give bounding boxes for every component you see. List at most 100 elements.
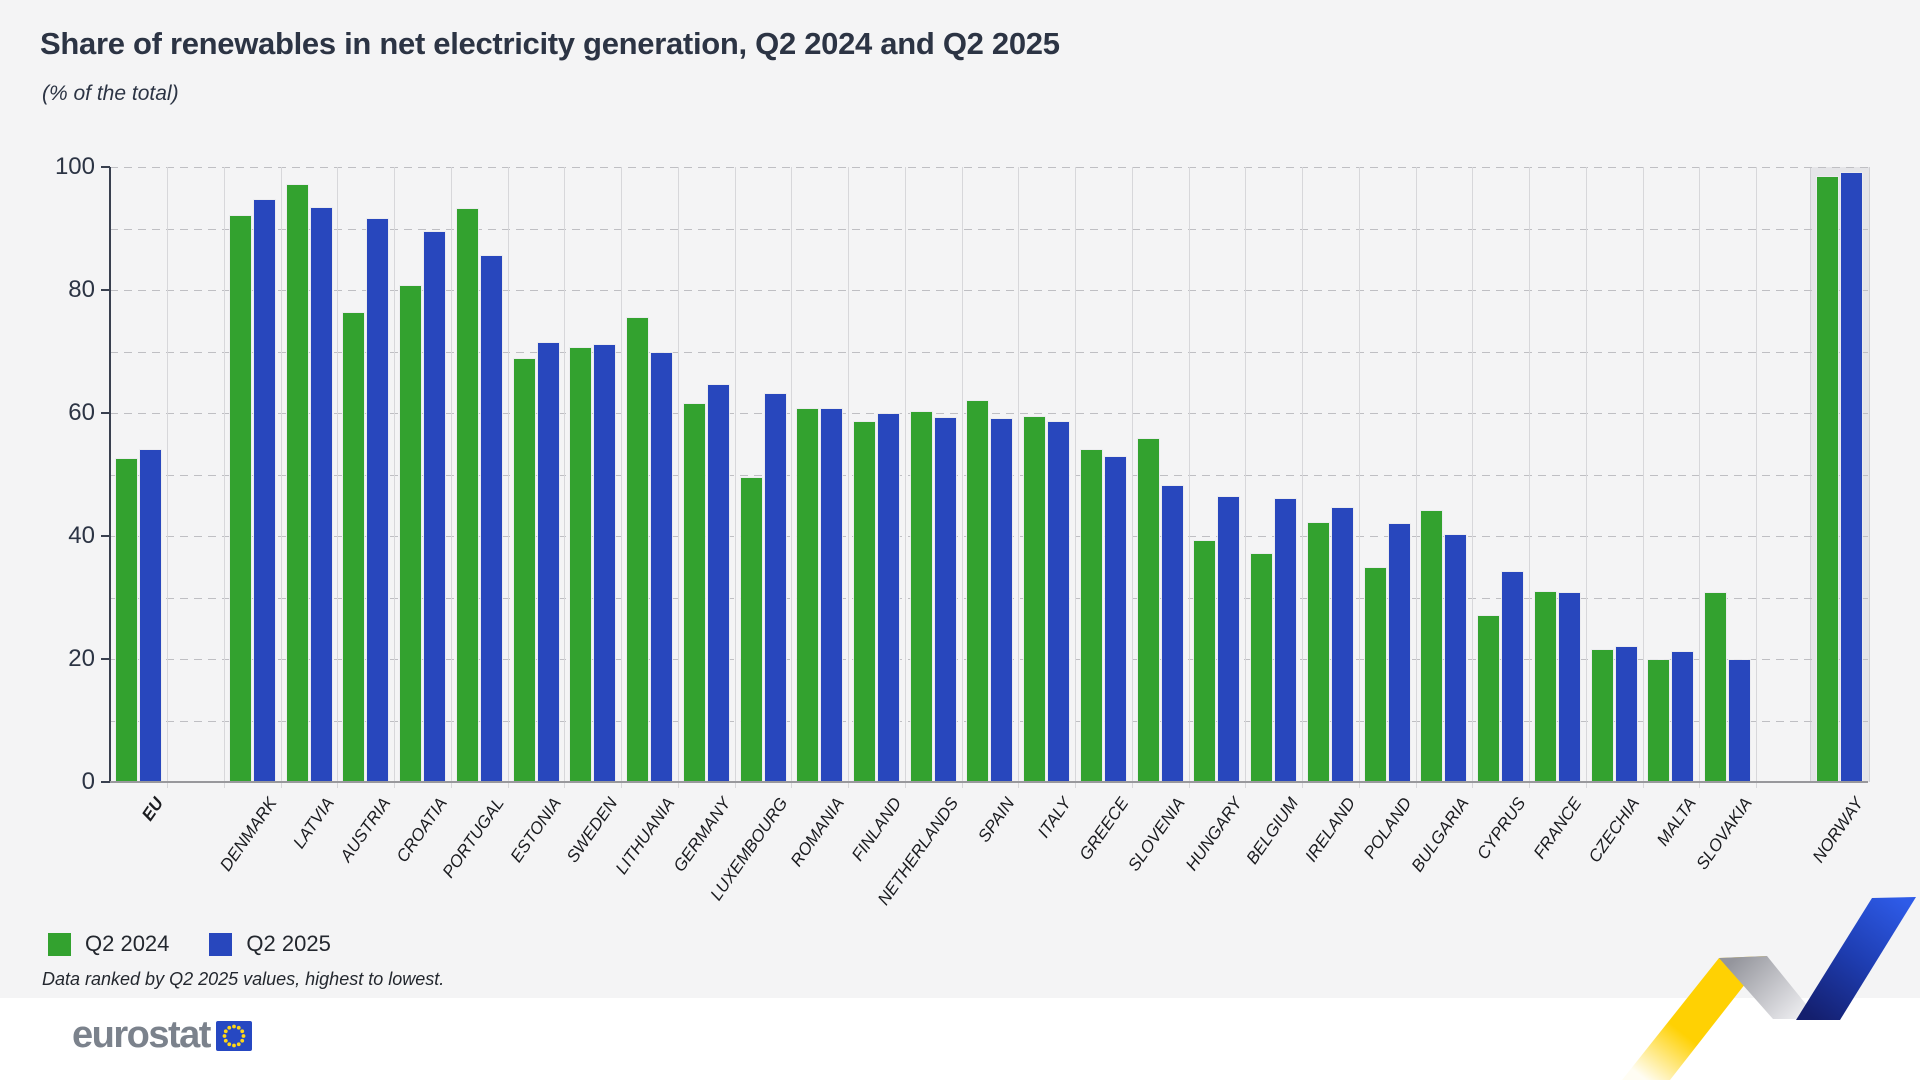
- x-label-bulgaria: BULGARIA: [1407, 794, 1473, 876]
- chart-legend: Q2 2024 Q2 2025: [48, 931, 357, 957]
- bar-q2-2025-croatia: [424, 232, 446, 782]
- bar-q2-2025-malta: [1672, 652, 1694, 782]
- separator-line: [1302, 167, 1304, 788]
- y-axis-tick-mark: [101, 166, 110, 168]
- bar-q2-2025-germany: [707, 384, 729, 782]
- separator-line: [1245, 167, 1247, 788]
- separator-line: [167, 167, 168, 788]
- gridline: [110, 351, 1868, 353]
- x-label-cyprus: CYPRUS: [1473, 794, 1530, 863]
- bar-q2-2024-belgium: [1251, 553, 1273, 782]
- bar-q2-2025-france: [1558, 592, 1580, 782]
- bar-q2-2025-portugal: [480, 256, 502, 782]
- bar-q2-2024-norway: [1816, 176, 1838, 782]
- page-subtitle: (% of the total): [42, 82, 179, 105]
- bar-q2-2024-malta: [1648, 660, 1670, 782]
- separator-line: [224, 167, 225, 788]
- bar-q2-2024-spain: [967, 400, 989, 782]
- eu-flag-star: [223, 1038, 228, 1043]
- bar-q2-2025-denmark: [253, 199, 275, 782]
- bar-q2-2024-france: [1534, 591, 1556, 782]
- bar-q2-2025-netherlands: [934, 417, 956, 782]
- gridline: [110, 167, 1868, 168]
- bar-q2-2025-cyprus: [1502, 572, 1524, 782]
- x-label-norway: NORWAY: [1809, 794, 1868, 867]
- y-axis-tick-mark: [101, 289, 110, 291]
- x-label-romania: ROMANIA: [787, 794, 849, 870]
- bar-q2-2024-sweden: [570, 348, 592, 782]
- y-axis-line: [109, 167, 111, 782]
- eurostat-logo-text: eurostat: [72, 1014, 211, 1056]
- bar-q2-2025-greece: [1104, 457, 1126, 782]
- separator-line: [1415, 167, 1417, 788]
- eu-flag-star: [227, 1041, 232, 1046]
- bar-q2-2024-bulgaria: [1421, 511, 1443, 782]
- separator-line: [791, 167, 793, 788]
- separator-line: [337, 167, 339, 788]
- bar-q2-2024-cyprus: [1478, 615, 1500, 782]
- x-label-slovakia: SLOVAKIA: [1692, 794, 1757, 874]
- eu-flag-star: [240, 1028, 245, 1033]
- bar-q2-2025-romania: [821, 408, 843, 782]
- separator-line: [961, 167, 963, 788]
- page-title: Share of renewables in net electricity g…: [40, 26, 1060, 61]
- bar-q2-2024-lithuania: [627, 317, 649, 782]
- separator-line: [734, 167, 736, 788]
- separator-line: [507, 167, 509, 788]
- bar-q2-2025-spain: [991, 419, 1013, 782]
- bar-q2-2025-italy: [1048, 422, 1070, 782]
- bar-q2-2024-austria: [343, 312, 365, 782]
- separator-line: [1642, 167, 1644, 788]
- bar-q2-2024-portugal: [456, 209, 478, 782]
- x-label-finland: FINLAND: [847, 794, 906, 865]
- separator-line: [1755, 167, 1757, 788]
- bar-q2-2025-latvia: [310, 208, 332, 782]
- x-label-latvia: LATVIA: [289, 794, 338, 852]
- x-label-eu: EU: [137, 794, 168, 825]
- x-label-denmark: DENMARK: [216, 794, 281, 875]
- eu-flag-star: [232, 1024, 236, 1028]
- separator-line: [450, 167, 452, 788]
- x-label-lithuania: LITHUANIA: [611, 794, 679, 878]
- y-axis-tick-mark: [101, 412, 110, 414]
- gridline: [110, 536, 1868, 537]
- bar-q2-2025-slovakia: [1729, 660, 1751, 782]
- legend-label-q2-2024: Q2 2024: [85, 931, 170, 956]
- separator-line: [848, 167, 850, 788]
- gridline: [110, 659, 1868, 660]
- y-axis-tick-mark: [101, 535, 110, 537]
- gridline: [110, 228, 1868, 230]
- gridline: [110, 413, 1868, 414]
- bar-q2-2024-czechia: [1591, 650, 1613, 782]
- eu-flag-star: [236, 1041, 241, 1046]
- gridline: [110, 597, 1868, 599]
- bar-q2-2024-germany: [683, 404, 705, 782]
- bottom-white-strip: [0, 998, 1920, 1080]
- x-label-czechia: CZECHIA: [1584, 794, 1643, 867]
- eu-flag-star: [236, 1025, 241, 1030]
- bar-q2-2024-finland: [854, 421, 875, 782]
- bar-q2-2024-hungary: [1194, 540, 1216, 782]
- bar-q2-2025-ireland: [1331, 507, 1353, 782]
- bar-q2-2024-estonia: [513, 358, 535, 782]
- x-label-slovenia: SLOVENIA: [1124, 794, 1189, 875]
- x-label-croatia: CROATIA: [392, 794, 452, 866]
- eu-flag-star: [232, 1043, 236, 1047]
- legend-swatch-q2-2024: [48, 932, 71, 956]
- bar-q2-2025-estonia: [537, 342, 559, 782]
- legend-swatch-q2-2025: [209, 932, 233, 956]
- separator-line: [1529, 167, 1531, 788]
- x-label-poland: POLAND: [1360, 794, 1416, 863]
- bar-chart-plot-area: [101, 166, 1870, 788]
- y-tick-label-80: 80: [68, 276, 95, 303]
- bar-q2-2024-slovakia: [1705, 593, 1727, 782]
- bar-q2-2024-romania: [797, 408, 819, 782]
- eu-flag-star: [241, 1033, 246, 1038]
- x-label-estonia: ESTONIA: [506, 794, 565, 866]
- separator-line: [677, 167, 679, 788]
- bar-q2-2024-denmark: [229, 215, 251, 782]
- separator-line: [1585, 167, 1587, 788]
- eu-flag-icon: [215, 1020, 252, 1051]
- bar-q2-2025-luxembourg: [764, 393, 786, 782]
- bar-q2-2025-bulgaria: [1445, 534, 1467, 782]
